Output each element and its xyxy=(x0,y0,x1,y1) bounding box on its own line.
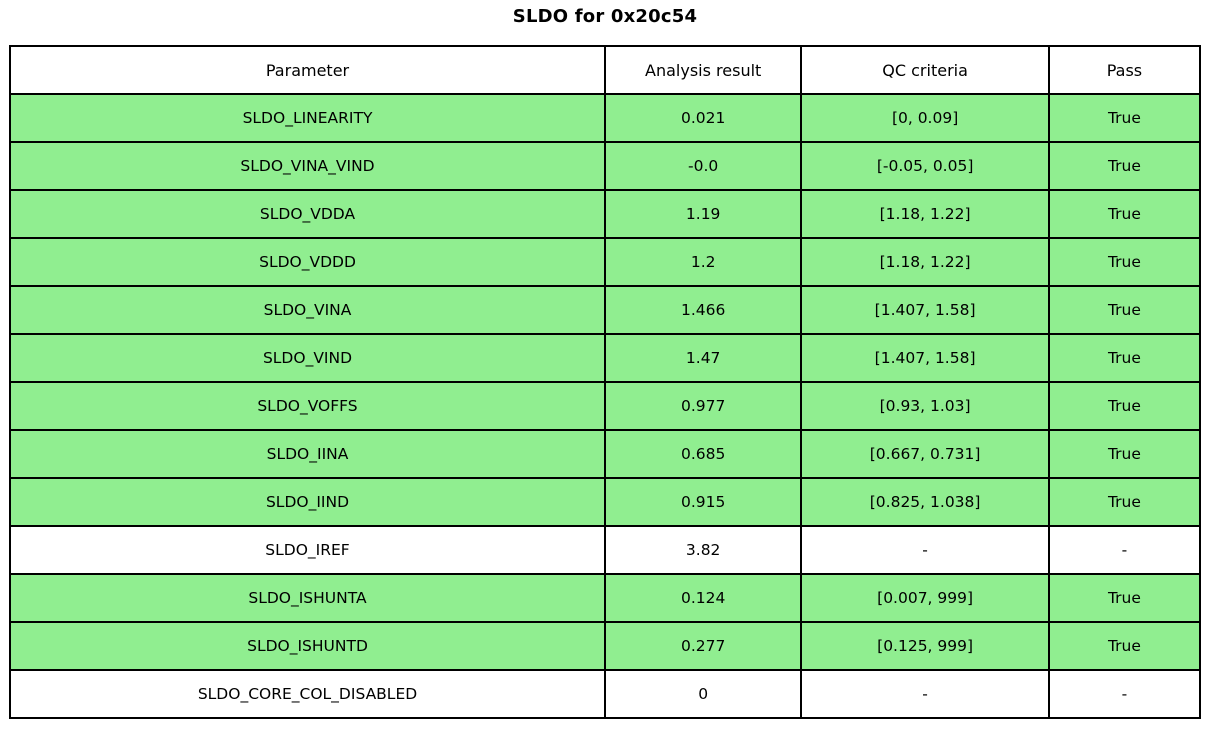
qc-criteria-cell: [0.007, 999] xyxy=(800,573,1050,623)
pass-cell: True xyxy=(1047,333,1202,383)
qc-results-table: Parameter Analysis result QC criteria Pass … xyxy=(9,45,1202,719)
table-row: SLDO_VDDA 1.19 [1.18, 1.22] True xyxy=(9,189,1202,239)
qc-criteria-cell: [0, 0.09] xyxy=(800,93,1050,143)
column-header: Analysis result xyxy=(603,45,803,95)
parameter-cell: SLDO_VDDD xyxy=(9,237,606,287)
qc-criteria-cell: - xyxy=(800,669,1050,719)
parameter-cell: SLDO_IREF xyxy=(9,525,606,575)
pass-cell: True xyxy=(1047,237,1202,287)
chart-title: SLDO for 0x20c54 xyxy=(512,6,698,27)
table-row: SLDO_VDDD 1.2 [1.18, 1.22] True xyxy=(9,237,1202,287)
qc-criteria-cell: [1.407, 1.58] xyxy=(800,285,1050,335)
pass-cell: True xyxy=(1047,189,1202,239)
column-header: QC criteria xyxy=(800,45,1050,95)
parameter-cell: SLDO_LINEARITY xyxy=(9,93,606,143)
pass-cell: True xyxy=(1047,621,1202,671)
pass-cell: True xyxy=(1047,429,1202,479)
pass-cell: True xyxy=(1047,285,1202,335)
parameter-cell: SLDO_VINA_VIND xyxy=(9,141,606,191)
table-body: SLDO_LINEARITY 0.021 [0, 0.09] True SLDO_VIN… xyxy=(9,93,1202,719)
qc-criteria-cell: [0.667, 0.731] xyxy=(800,429,1050,479)
column-header: Pass xyxy=(1047,45,1202,95)
qc-criteria-cell: [0.93, 1.03] xyxy=(800,381,1050,431)
analysis-result-cell: 0.977 xyxy=(603,381,803,431)
qc-criteria-cell: [0.825, 1.038] xyxy=(800,477,1050,527)
pass-cell: True xyxy=(1047,93,1202,143)
qc-criteria-cell: [0.125, 999] xyxy=(800,621,1050,671)
pass-cell: True xyxy=(1047,141,1202,191)
parameter-cell: SLDO_ISHUNTD xyxy=(9,621,606,671)
pass-cell: True xyxy=(1047,477,1202,527)
analysis-result-cell: 1.47 xyxy=(603,333,803,383)
parameter-cell: SLDO_VOFFS xyxy=(9,381,606,431)
table-row: SLDO_IIND 0.915 [0.825, 1.038] True xyxy=(9,477,1202,527)
table-row: SLDO_VINA 1.466 [1.407, 1.58] True xyxy=(9,285,1202,335)
pass-cell: - xyxy=(1047,669,1202,719)
analysis-result-cell: 0.685 xyxy=(603,429,803,479)
analysis-result-cell: 0.915 xyxy=(603,477,803,527)
parameter-cell: SLDO_IIND xyxy=(9,477,606,527)
analysis-result-cell: 0.021 xyxy=(603,93,803,143)
analysis-result-cell: 1.2 xyxy=(603,237,803,287)
pass-cell: True xyxy=(1047,573,1202,623)
table-row: SLDO_IREF 3.82- - xyxy=(9,525,1202,575)
pass-cell: - xyxy=(1047,525,1202,575)
analysis-result-cell: 3.82 xyxy=(603,525,803,575)
qc-criteria-cell: [1.18, 1.22] xyxy=(800,237,1050,287)
table-row: SLDO_ISHUNTA 0.124 [0.007, 999] True xyxy=(9,573,1202,623)
table-row: SLDO_ISHUNTD 0.277 [0.125, 999] True xyxy=(9,621,1202,671)
qc-criteria-cell: [-0.05, 0.05] xyxy=(800,141,1050,191)
qc-criteria-cell: - xyxy=(800,525,1050,575)
analysis-result-cell: 0 xyxy=(603,669,803,719)
parameter-cell: SLDO_VIND xyxy=(9,333,606,383)
table-row: SLDO_LINEARITY 0.021 [0, 0.09] True xyxy=(9,93,1202,143)
analysis-result-cell: 1.19 xyxy=(603,189,803,239)
analysis-result-cell: 0.277 xyxy=(603,621,803,671)
analysis-result-cell: 1.466 xyxy=(603,285,803,335)
qc-criteria-cell: [1.407, 1.58] xyxy=(800,333,1050,383)
column-header: Parameter xyxy=(9,45,606,95)
parameter-cell: SLDO_VINA xyxy=(9,285,606,335)
table-row: SLDO_CORE_COL_DISABLED 0- - xyxy=(9,669,1202,719)
analysis-result-cell: -0.0 xyxy=(603,141,803,191)
parameter-cell: SLDO_IINA xyxy=(9,429,606,479)
table-row: SLDO_VINA_VIND -0.0 [-0.05, 0.05] True xyxy=(9,141,1202,191)
parameter-cell: SLDO_VDDA xyxy=(9,189,606,239)
analysis-result-cell: 0.124 xyxy=(603,573,803,623)
parameter-cell: SLDO_CORE_COL_DISABLED xyxy=(9,669,606,719)
table-row: SLDO_VIND 1.47 [1.407, 1.58] True xyxy=(9,333,1202,383)
qc-criteria-cell: [1.18, 1.22] xyxy=(800,189,1050,239)
pass-cell: True xyxy=(1047,381,1202,431)
parameter-cell: SLDO_ISHUNTA xyxy=(9,573,606,623)
header-row: Parameter Analysis result QC criteria Pass xyxy=(9,45,1202,95)
table-row: SLDO_VOFFS 0.977 [0.93, 1.03] True xyxy=(9,381,1202,431)
table-row: SLDO_IINA 0.685 [0.667, 0.731] True xyxy=(9,429,1202,479)
